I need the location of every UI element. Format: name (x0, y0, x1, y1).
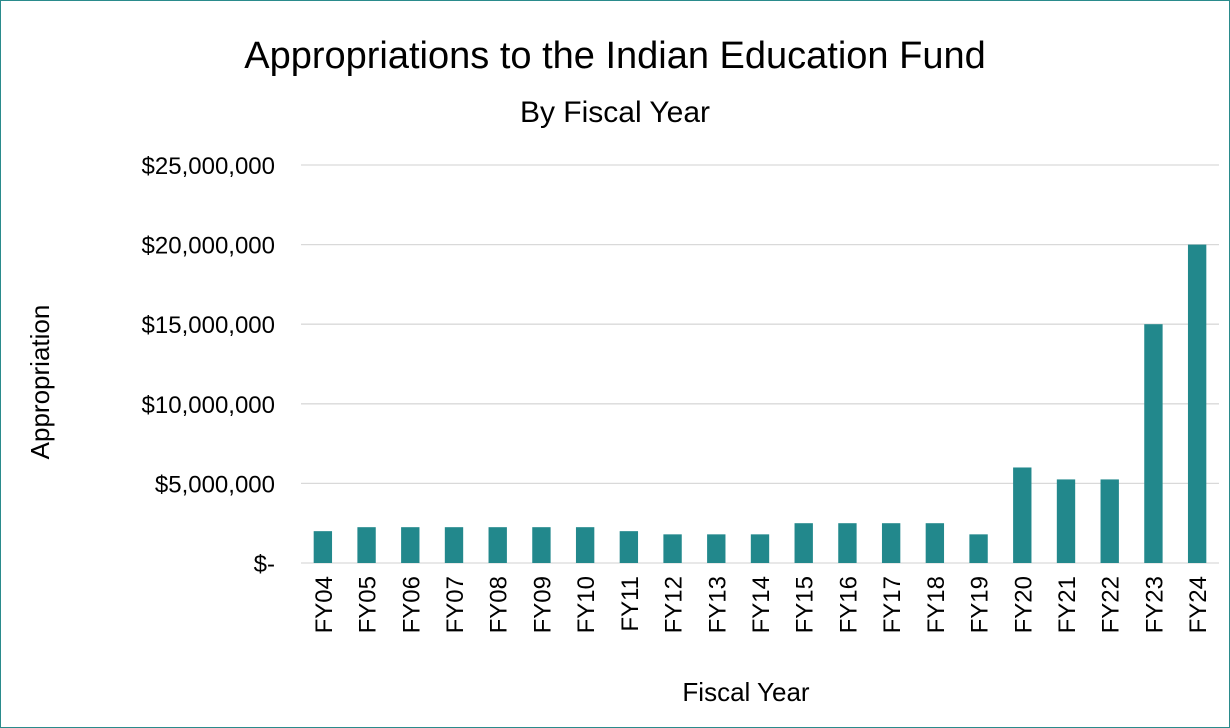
y-tick-label: $25,000,000 (142, 153, 275, 180)
bar-fy08 (488, 527, 507, 563)
x-tick-label: FY19 (967, 576, 994, 633)
y-tick-label: $15,000,000 (142, 312, 275, 339)
y-tick-label: $- (254, 551, 275, 578)
bar-fy15 (794, 523, 813, 563)
x-tick-label: FY05 (355, 576, 382, 633)
chart-subtitle: By Fiscal Year (520, 96, 710, 129)
bar-layer (313, 244, 1207, 563)
bar-fy17 (881, 523, 901, 563)
y-tick-label: $10,000,000 (142, 392, 275, 419)
x-tick-label: FY10 (573, 576, 600, 633)
bar-fy24 (1187, 244, 1207, 563)
bar-fy20 (1013, 467, 1032, 563)
y-axis-title: Appropriation (25, 305, 55, 460)
bar-fy21 (1056, 479, 1076, 563)
x-tick-label: FY24 (1185, 576, 1212, 633)
x-tick-label: FY18 (923, 576, 950, 633)
bar-fy16 (838, 523, 857, 563)
x-tick-label: FY22 (1098, 576, 1125, 633)
bar-fy09 (532, 527, 551, 563)
bar-fy10 (575, 527, 595, 563)
bar-fy22 (1100, 479, 1119, 563)
x-tick-label: FY15 (792, 576, 819, 633)
x-tick-label: FY17 (879, 576, 906, 633)
bar-fy23 (1144, 324, 1163, 563)
x-tick-label: FY12 (661, 576, 688, 633)
x-tick-label: FY23 (1141, 576, 1168, 633)
x-tick-label: FY04 (311, 576, 338, 633)
x-axis-title: Fiscal Year (682, 677, 810, 707)
grid-layer (301, 164, 1219, 564)
bar-fy06 (401, 527, 420, 563)
x-axis-ticks: FY04 FY05 FY06 FY07 FY08 FY09 FY10 FY11 FY12 FY13… (311, 576, 1212, 633)
x-tick-label: FY09 (529, 576, 556, 633)
x-tick-label: FY21 (1054, 576, 1081, 633)
bar-fy12 (663, 534, 682, 563)
y-tick-label: $5,000,000 (155, 471, 275, 498)
chart-title: Appropriations to the Indian Education F… (244, 35, 986, 77)
bar-fy19 (969, 534, 988, 563)
bar-fy14 (750, 534, 770, 563)
x-tick-label: FY14 (748, 576, 775, 633)
x-tick-label: FY07 (442, 576, 469, 633)
x-tick-label: FY13 (704, 576, 731, 633)
bar-fy05 (357, 527, 376, 563)
y-axis-ticks: $- $5,000,000 $10,000,000 $15,000,000 $20,00… (142, 153, 275, 578)
bar-fy13 (707, 534, 726, 563)
x-tick-label: FY11 (617, 576, 644, 632)
x-tick-label: FY08 (486, 576, 513, 633)
bar-fy07 (444, 527, 464, 563)
x-tick-label: FY20 (1010, 576, 1037, 633)
x-tick-label: FY16 (835, 576, 862, 633)
bar-fy18 (925, 523, 945, 563)
y-tick-label: $20,000,000 (142, 233, 275, 260)
bar-fy11 (619, 531, 639, 563)
x-tick-label: FY06 (398, 576, 425, 633)
bar-fy04 (313, 531, 333, 563)
